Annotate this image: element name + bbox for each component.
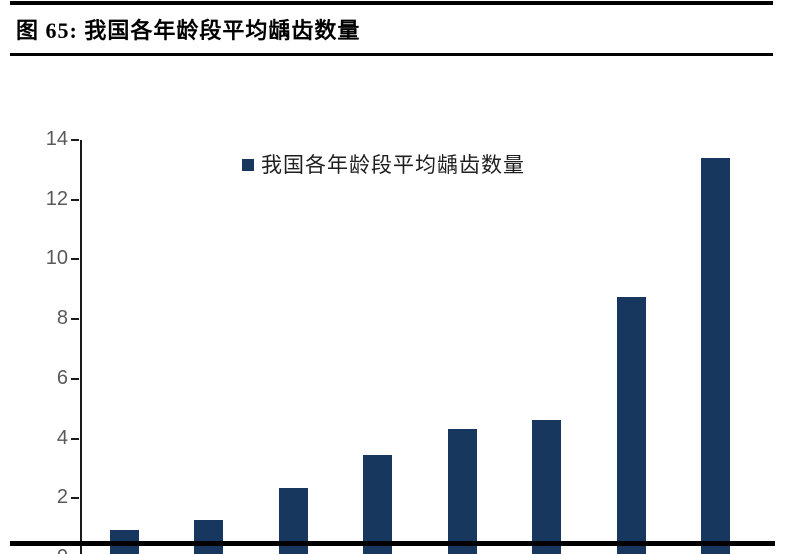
y-tick xyxy=(71,497,79,500)
bar-55-64岁 xyxy=(616,296,646,554)
y-tick-label: 6 xyxy=(56,366,68,389)
y-tick xyxy=(71,318,79,321)
y-tick-label: 2 xyxy=(56,486,68,509)
bar-4岁 xyxy=(363,454,393,554)
y-tick-label: 0 xyxy=(20,546,68,554)
y-tick-label: 4 xyxy=(56,426,68,449)
figure-title: 图 65: 我国各年龄段平均龋齿数量 xyxy=(16,18,361,43)
y-tick-label: 12 xyxy=(45,187,68,210)
bar-35-44岁 xyxy=(532,420,562,554)
bar-chart: 我国各年龄段平均龋齿数量 02468101214 12岁15岁3岁4岁5岁35-… xyxy=(0,60,794,554)
y-tick-label: 14 xyxy=(45,128,68,150)
top-rule xyxy=(10,1,773,5)
bottom-rule xyxy=(10,541,775,546)
bar-15岁 xyxy=(194,520,224,554)
title-underline-rule xyxy=(10,53,773,56)
y-tick xyxy=(71,437,79,440)
legend-square-icon xyxy=(242,159,254,171)
legend-label: 我国各年龄段平均龋齿数量 xyxy=(261,153,525,177)
y-tick xyxy=(71,198,79,201)
y-tick xyxy=(71,258,79,261)
bar-5岁 xyxy=(447,429,477,554)
legend: 我国各年龄段平均龋齿数量 xyxy=(242,149,525,179)
y-tick-label: 10 xyxy=(45,247,68,270)
bar-65-74岁 xyxy=(701,158,731,554)
y-tick xyxy=(71,139,79,141)
y-tick xyxy=(71,377,79,380)
y-tick-label: 8 xyxy=(56,307,68,330)
plot-area xyxy=(80,140,756,554)
